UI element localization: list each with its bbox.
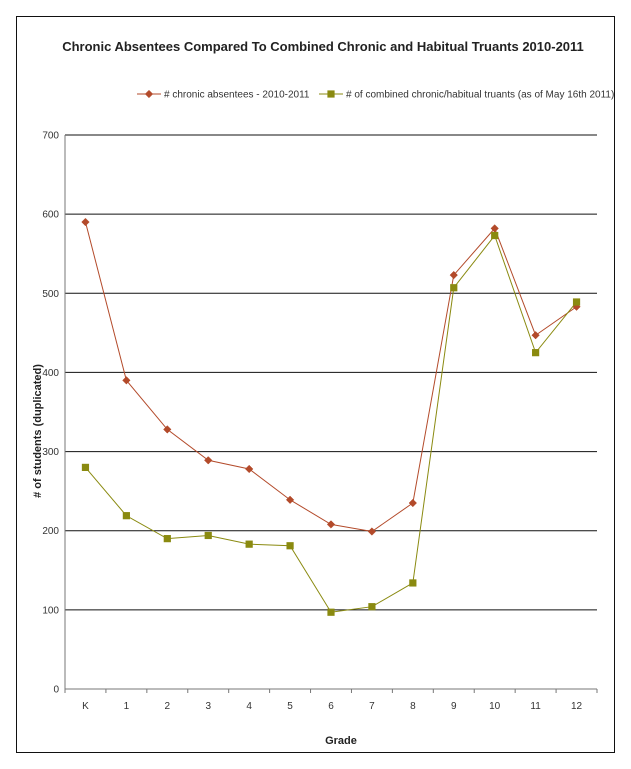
data-point <box>408 498 417 508</box>
y-tick-label: 200 <box>42 526 59 537</box>
series-line <box>85 234 577 613</box>
axes <box>64 135 598 693</box>
data-point <box>122 376 131 385</box>
y-tick-label: 500 <box>42 289 59 300</box>
y-tick-label: 300 <box>42 447 59 458</box>
series-layer <box>81 217 581 616</box>
x-tick-label: 12 <box>571 701 583 712</box>
x-tick-label: 6 <box>328 701 334 712</box>
legend-item: # of combined chronic/habitual truants (… <box>319 90 614 101</box>
data-point <box>204 456 213 465</box>
data-point <box>81 463 90 471</box>
data-point <box>450 284 458 292</box>
y-tick-label: 400 <box>42 368 59 379</box>
data-point <box>531 331 540 340</box>
legend-swatch-marker <box>144 89 154 99</box>
y-tick-label: 700 <box>42 131 59 142</box>
legend-item: # chronic absentees - 2010-2011 <box>137 90 310 101</box>
data-point <box>245 464 254 474</box>
x-tick-labels: K 1 2 3 4 5 6 7 8 9 10 11 12 <box>82 701 582 712</box>
x-tick-label: 3 <box>205 701 211 712</box>
x-axis-label: Grade <box>325 735 357 747</box>
x-tick-label: 7 <box>369 701 375 712</box>
data-point <box>81 217 90 227</box>
x-tick-label: K <box>82 701 89 712</box>
data-point <box>491 231 499 240</box>
data-point <box>327 608 335 616</box>
data-point <box>163 425 172 434</box>
x-tick-label: 1 <box>124 701 130 712</box>
x-tick-label: 11 <box>530 701 541 712</box>
y-tick-label: 0 <box>53 685 59 696</box>
y-tick-label: 100 <box>42 605 59 616</box>
data-point <box>326 520 336 529</box>
legend-label: # of combined chronic/habitual truants (… <box>346 90 614 101</box>
data-point <box>245 540 253 548</box>
x-tick-label: 9 <box>451 701 457 712</box>
x-tick-label: 5 <box>287 701 293 712</box>
gridlines <box>65 134 597 611</box>
data-point <box>409 579 417 587</box>
data-point <box>572 298 581 306</box>
data-point <box>449 270 458 280</box>
y-tick-label: 600 <box>42 210 59 221</box>
x-tick-label: 2 <box>165 701 171 712</box>
x-tick-label: 10 <box>489 701 501 712</box>
chart-title: Chronic Absentees Compared To Combined C… <box>62 39 584 54</box>
line-chart: Chronic Absentees Compared To Combined C… <box>32 39 614 747</box>
data-point <box>532 349 540 357</box>
y-tick-labels: 0 100 200 300 400 500 600 700 <box>42 131 59 696</box>
x-tick-label: 4 <box>246 701 252 712</box>
legend-label: # chronic absentees - 2010-2011 <box>164 90 310 101</box>
data-point <box>367 527 377 536</box>
data-point <box>204 531 212 540</box>
y-axis-label: # of students (duplicated) <box>32 364 44 498</box>
data-point <box>368 603 376 611</box>
data-point <box>285 495 295 505</box>
chart-frame: Chronic Absentees Compared To Combined C… <box>16 16 615 753</box>
legend-swatch-marker <box>327 90 335 98</box>
data-point <box>163 535 171 543</box>
data-point <box>122 512 130 520</box>
series-2 <box>81 231 581 616</box>
series-line <box>84 221 577 533</box>
data-point <box>286 542 294 550</box>
x-tick-label: 8 <box>410 701 416 712</box>
legend: # chronic absentees - 2010-2011 # of comb… <box>137 90 614 101</box>
